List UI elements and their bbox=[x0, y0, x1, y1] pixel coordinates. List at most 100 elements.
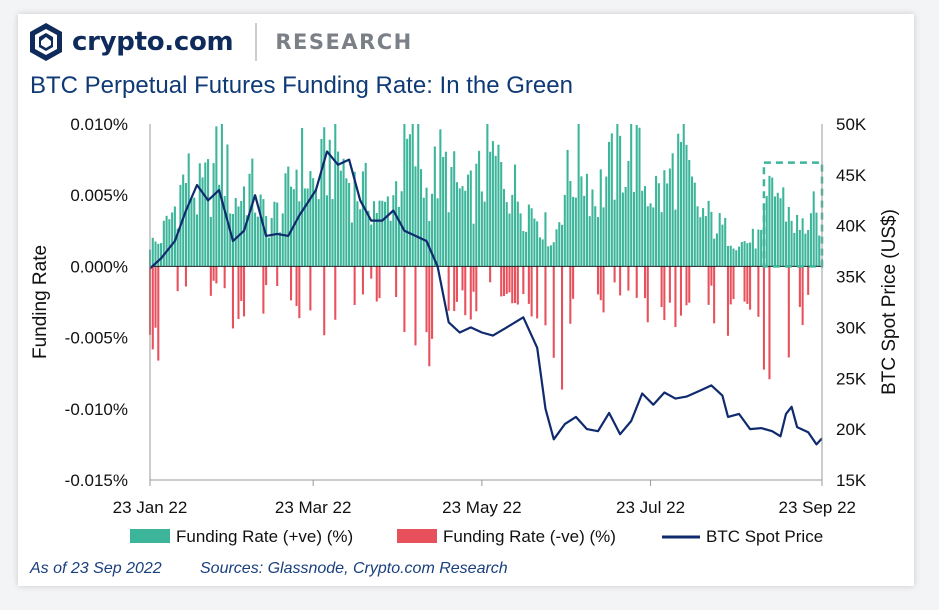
funding-positive-bar bbox=[552, 242, 555, 267]
funding-negative-bar bbox=[154, 266, 157, 328]
funding-positive-bar bbox=[497, 144, 500, 267]
funding-positive-bar bbox=[796, 214, 799, 267]
left-tick-label: -0.010% bbox=[65, 400, 128, 419]
funding-positive-bar bbox=[356, 201, 359, 267]
funding-positive-bar bbox=[729, 245, 732, 267]
funding-negative-bar bbox=[522, 266, 525, 295]
funding-positive-bar bbox=[652, 207, 655, 267]
funding-negative-bar bbox=[469, 266, 472, 320]
funding-positive-bar bbox=[605, 176, 608, 267]
funding-positive-bar bbox=[442, 156, 445, 267]
left-tick-label: -0.015% bbox=[65, 471, 128, 490]
funding-positive-bar bbox=[536, 221, 539, 267]
funding-negative-bar bbox=[707, 266, 710, 305]
funding-negative-bar bbox=[768, 266, 771, 380]
funding-negative-bar bbox=[726, 266, 730, 336]
funding-positive-bar bbox=[397, 206, 400, 267]
funding-positive-bar bbox=[439, 129, 442, 267]
funding-positive-bar bbox=[478, 150, 481, 267]
funding-positive-bar bbox=[566, 149, 569, 267]
x-tick-label: 23 Jan 22 bbox=[113, 498, 188, 517]
funding-positive-bar bbox=[287, 166, 290, 267]
right-tick-label: 30K bbox=[836, 318, 867, 337]
funding-positive-bar bbox=[505, 202, 508, 267]
funding-positive-bar bbox=[561, 224, 564, 267]
funding-positive-bar bbox=[334, 124, 337, 267]
funding-positive-bar bbox=[154, 241, 157, 267]
axes: 0.010% 0.005% 0.000% -0.005% -0.010% -0.015% 5… bbox=[30, 115, 900, 517]
funding-positive-bar bbox=[331, 199, 334, 267]
funding-positive-bar bbox=[547, 246, 550, 267]
funding-positive-bar bbox=[522, 230, 525, 267]
left-tick-label: -0.005% bbox=[65, 329, 128, 348]
funding-positive-bar bbox=[677, 133, 680, 267]
funding-positive-bar bbox=[508, 213, 511, 267]
brand-divider bbox=[255, 23, 258, 61]
funding-positive-bar bbox=[262, 199, 265, 267]
funding-positive-bar bbox=[743, 241, 746, 267]
funding-negative-bar bbox=[276, 266, 279, 287]
legend-label-positive: Funding Rate (+ve) (%) bbox=[176, 527, 353, 546]
legend-label-negative: Funding Rate (-ve) (%) bbox=[443, 527, 616, 546]
funding-positive-bar bbox=[724, 217, 727, 267]
funding-positive-bar bbox=[735, 250, 738, 267]
funding-positive-bar bbox=[699, 217, 702, 267]
funding-positive-bar bbox=[223, 196, 226, 267]
funding-positive-bar bbox=[726, 246, 730, 267]
funding-positive-bar bbox=[594, 206, 597, 267]
brand-sub: RESEARCH bbox=[275, 30, 413, 54]
funding-negative-bar bbox=[663, 266, 666, 321]
funding-positive-bar bbox=[176, 228, 179, 267]
funding-positive-bar bbox=[339, 170, 342, 267]
funding-negative-bar bbox=[596, 266, 600, 295]
funding-positive-bar bbox=[690, 176, 694, 267]
funding-positive-bar bbox=[525, 231, 528, 267]
funding-negative-bar bbox=[798, 266, 801, 307]
funding-positive-bar bbox=[682, 124, 685, 267]
funding-positive-bar bbox=[749, 242, 752, 267]
funding-negative-bar bbox=[151, 266, 154, 350]
funding-positive-bar bbox=[751, 228, 754, 267]
funding-positive-bar bbox=[425, 187, 428, 267]
funding-positive-bar bbox=[303, 188, 306, 267]
funding-negative-bar bbox=[643, 266, 647, 299]
funding-positive-bar bbox=[325, 195, 329, 267]
funding-positive-bar bbox=[312, 178, 315, 267]
funding-negative-bar bbox=[627, 266, 630, 291]
funding-positive-bar bbox=[610, 133, 613, 267]
legend: Funding Rate (+ve) (%) Funding Rate (-ve)… bbox=[130, 527, 823, 546]
funding-negative-bar bbox=[489, 266, 492, 283]
funding-negative-bar bbox=[425, 266, 428, 333]
funding-positive-bar bbox=[464, 190, 467, 267]
left-tick-label: 0.010% bbox=[70, 115, 128, 134]
funding-positive-bar bbox=[157, 243, 160, 267]
funding-negative-bar bbox=[613, 266, 616, 283]
funding-negative-bar bbox=[787, 266, 790, 358]
funding-positive-bar bbox=[455, 182, 458, 267]
funding-positive-bar bbox=[469, 170, 472, 267]
funding-negative-bar bbox=[710, 266, 713, 286]
funding-positive-bar bbox=[364, 162, 367, 267]
funding-positive-bar bbox=[151, 237, 154, 267]
funding-positive-bar bbox=[740, 242, 743, 267]
funding-positive-bar bbox=[171, 212, 174, 267]
funding-positive-bar bbox=[527, 204, 530, 267]
funding-positive-bar bbox=[265, 216, 268, 267]
funding-positive-bar bbox=[641, 190, 644, 267]
funding-positive-bar bbox=[707, 200, 710, 267]
footer-sources: Sources: Glassnode, Crypto.com Research bbox=[200, 560, 508, 577]
funding-positive-bar bbox=[588, 216, 591, 267]
funding-positive-bar bbox=[580, 176, 583, 267]
funding-negative-bar bbox=[500, 266, 503, 297]
funding-positive-bar bbox=[242, 186, 246, 267]
funding-positive-bar bbox=[635, 125, 638, 267]
funding-positive-bar bbox=[361, 171, 364, 267]
funding-negative-bar bbox=[447, 266, 450, 311]
funding-positive-bar bbox=[491, 141, 494, 267]
right-tick-label: 35K bbox=[836, 268, 867, 287]
funding-positive-bar bbox=[702, 208, 705, 267]
funding-positive-bar bbox=[259, 194, 262, 267]
funding-positive-bar bbox=[577, 124, 580, 267]
funding-positive-bar bbox=[428, 220, 431, 267]
funding-positive-bar bbox=[608, 141, 611, 267]
